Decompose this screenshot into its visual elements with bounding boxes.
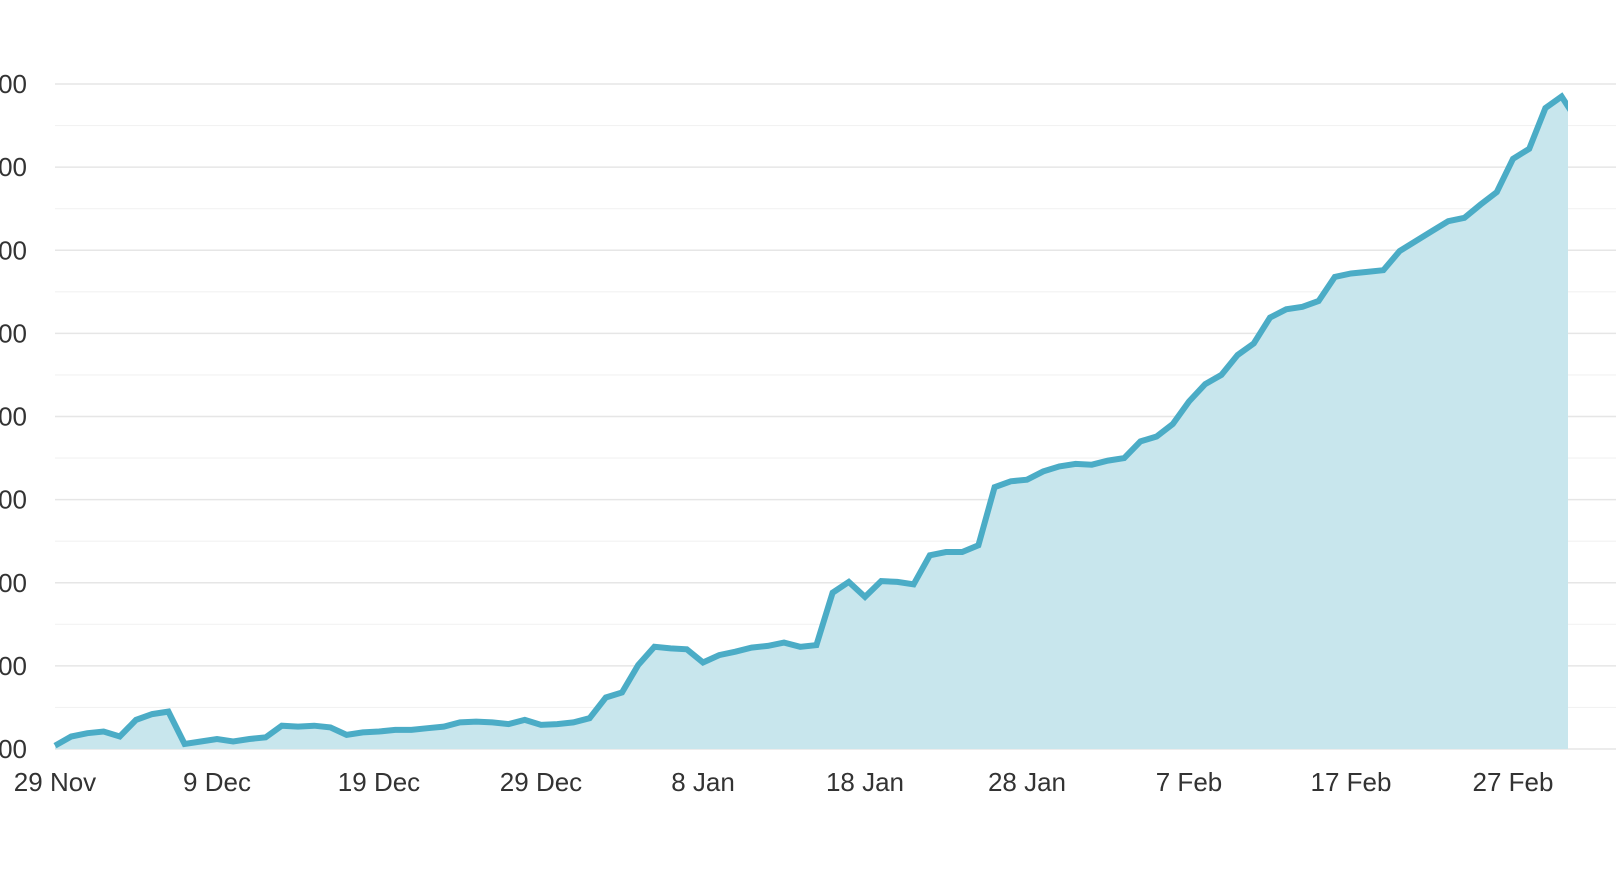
y-tick-label: 00 — [0, 402, 27, 432]
x-tick-label: 28 Jan — [988, 767, 1066, 797]
series-line — [53, 92, 1568, 749]
series-area-fill — [55, 96, 1568, 749]
x-tick-label: 29 Nov — [14, 767, 96, 797]
y-tick-label: 00 — [0, 152, 27, 182]
x-tick-label: 27 Feb — [1473, 767, 1554, 797]
y-tick-label: 00 — [0, 69, 27, 99]
series-layer — [53, 92, 1568, 749]
y-tick-label: 00 — [0, 485, 27, 515]
x-tick-label: 8 Jan — [671, 767, 735, 797]
x-tick-label: 7 Feb — [1156, 767, 1223, 797]
y-tick-label: 00 — [0, 568, 27, 598]
x-tick-label: 9 Dec — [183, 767, 251, 797]
x-tick-label: 29 Dec — [500, 767, 582, 797]
x-tick-label: 18 Jan — [826, 767, 904, 797]
y-tick-label: 00 — [0, 235, 27, 265]
y-tick-label: 00 — [0, 651, 27, 681]
y-axis: 00 00 00 00 00 00 00 00 00 — [0, 69, 27, 764]
gridlines — [55, 83, 1616, 750]
x-tick-label: 19 Dec — [338, 767, 420, 797]
y-tick-label: 00 — [0, 734, 27, 764]
y-tick-label: 00 — [0, 318, 27, 348]
x-axis: 29 Nov 9 Dec 19 Dec 29 Dec 8 Jan 18 Jan 28 Jan… — [14, 767, 1554, 797]
x-tick-label: 17 Feb — [1311, 767, 1392, 797]
